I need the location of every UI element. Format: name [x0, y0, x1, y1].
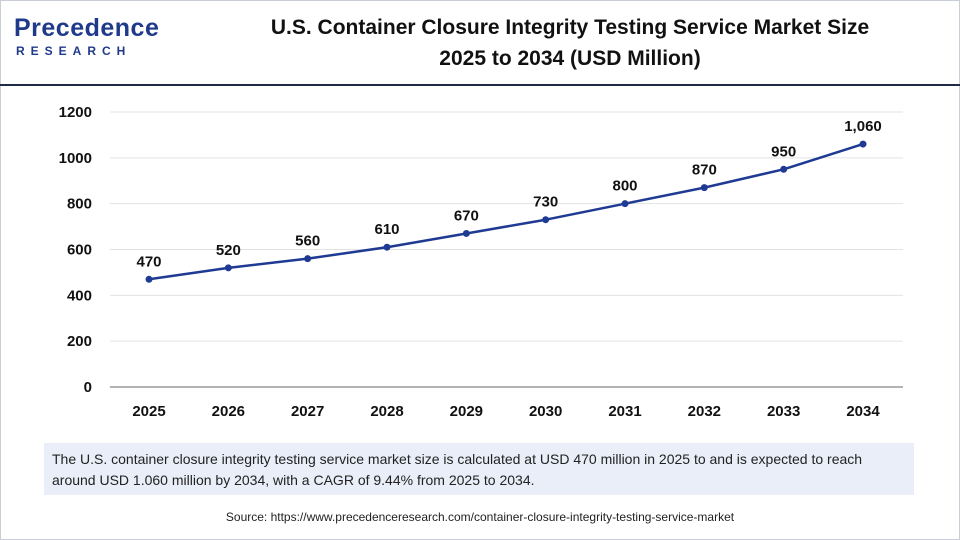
data-point [224, 264, 232, 272]
x-tick-label: 2030 [529, 403, 562, 420]
data-label: 560 [295, 233, 320, 250]
line-chart: 0 200 400 600 800 1000 1200 2025 2026 2027 2028 202… [59, 104, 903, 420]
x-tick-label: 2028 [370, 403, 403, 420]
x-tick-label: 2034 [846, 403, 880, 420]
x-tick-label: 2031 [608, 403, 641, 420]
x-tick-label: 2032 [688, 403, 721, 420]
data-point [621, 200, 629, 208]
data-point [859, 140, 867, 148]
y-tick-label: 800 [67, 196, 92, 213]
y-tick-label: 200 [67, 333, 92, 350]
data-label: 950 [771, 143, 796, 160]
header: Precedence RESEARCH U.S. Container Closu… [0, 0, 960, 84]
x-tick-label: 2029 [450, 403, 483, 420]
data-point [304, 255, 312, 263]
x-tick-label: 2033 [767, 403, 800, 420]
y-tick-label: 400 [67, 287, 92, 304]
series-line [148, 142, 864, 281]
source-text: Source: https://www.precedenceresearch.c… [225, 510, 735, 524]
data-point [462, 229, 470, 237]
chart-title-line-2: 2025 to 2034 (USD Million) [439, 47, 701, 70]
x-tick-label: 2027 [291, 403, 324, 420]
data-point [542, 216, 550, 224]
data-point [383, 243, 391, 251]
summary-note: The U.S. container closure integrity tes… [44, 443, 914, 495]
data-label: 800 [612, 178, 637, 195]
y-tick-label: 1200 [59, 104, 92, 121]
data-label: 870 [692, 162, 717, 179]
data-label: 730 [533, 194, 558, 211]
x-tick-label: 2026 [212, 403, 245, 420]
data-point [145, 275, 153, 283]
data-label: 520 [216, 242, 241, 259]
data-label: 670 [454, 207, 479, 224]
data-label: 610 [374, 221, 399, 238]
data-label: 1,060 [844, 118, 882, 135]
chart-title-line-1: U.S. Container Closure Integrity Testing… [270, 16, 870, 39]
chart-title: U.S. Container Closure Integrity Testing… [200, 12, 940, 74]
data-label: 470 [136, 253, 161, 270]
y-tick-label: 1000 [59, 150, 92, 167]
data-point [700, 184, 708, 192]
data-point [780, 165, 788, 173]
y-tick-label: 600 [67, 242, 92, 259]
brand-sub: RESEARCH [16, 44, 132, 58]
brand-name: Precedence [14, 14, 160, 42]
brand-logo: Precedence RESEARCH [14, 14, 164, 64]
header-divider [0, 84, 960, 86]
y-tick-label: 0 [84, 379, 92, 396]
x-tick-label: 2025 [132, 403, 165, 420]
